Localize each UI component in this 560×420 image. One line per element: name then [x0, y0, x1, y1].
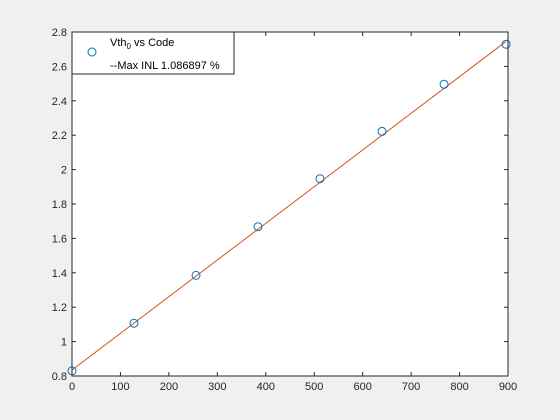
x-tick-label: 400	[257, 381, 275, 393]
series-layer	[67, 39, 511, 376]
data-point	[253, 222, 263, 232]
y-axis-ticks: 0.8 1 1.2 1.4 1.6 1.8 2 2.2 2.4 2.6 2.8	[52, 27, 508, 383]
data-point	[377, 126, 387, 136]
y-tick-label: 0.8	[52, 371, 67, 383]
x-tick-label: 600	[353, 381, 371, 393]
legend-box	[71, 31, 235, 75]
legend-marker-scatter	[87, 47, 97, 57]
y-tick-label: 2.6	[52, 61, 67, 73]
legend: Vth0 vs Code --Max INL 1.086897 %	[71, 31, 235, 75]
data-point	[501, 39, 511, 49]
x-tick-label: 500	[305, 381, 323, 393]
x-tick-label: 300	[208, 381, 226, 393]
fit-line	[71, 41, 507, 371]
legend-label-max-inl: --Max INL 1.086897 %	[110, 60, 220, 72]
data-point	[129, 318, 139, 328]
y-tick-label: 2	[61, 165, 67, 177]
x-tick-label: 900	[499, 381, 517, 393]
legend-label-vth0: Vth0 vs Code	[110, 37, 174, 51]
y-tick-label: 1.4	[52, 268, 67, 280]
x-tick-label: 100	[111, 381, 129, 393]
data-point	[191, 270, 201, 280]
plot-area	[72, 32, 508, 376]
y-tick-label: 1.6	[52, 233, 67, 245]
legend-label-vth0-subscript: 0	[127, 42, 132, 51]
x-tick-label: 700	[402, 381, 420, 393]
x-tick-label: 0	[69, 381, 75, 393]
y-tick-label: 1.2	[52, 302, 67, 314]
legend-label-vth0-main: Vth	[110, 37, 127, 49]
y-tick-label: 2.8	[52, 27, 67, 39]
y-tick-label: 1	[61, 337, 67, 349]
data-point	[315, 174, 325, 184]
legend-label-vth0-rest: vs Code	[131, 37, 174, 49]
data-point	[439, 79, 449, 89]
y-tick-label: 1.8	[52, 199, 67, 211]
x-tick-label: 200	[160, 381, 178, 393]
y-tick-label: 2.4	[52, 96, 67, 108]
y-tick-label: 2.2	[52, 130, 67, 142]
x-tick-label: 800	[450, 381, 468, 393]
